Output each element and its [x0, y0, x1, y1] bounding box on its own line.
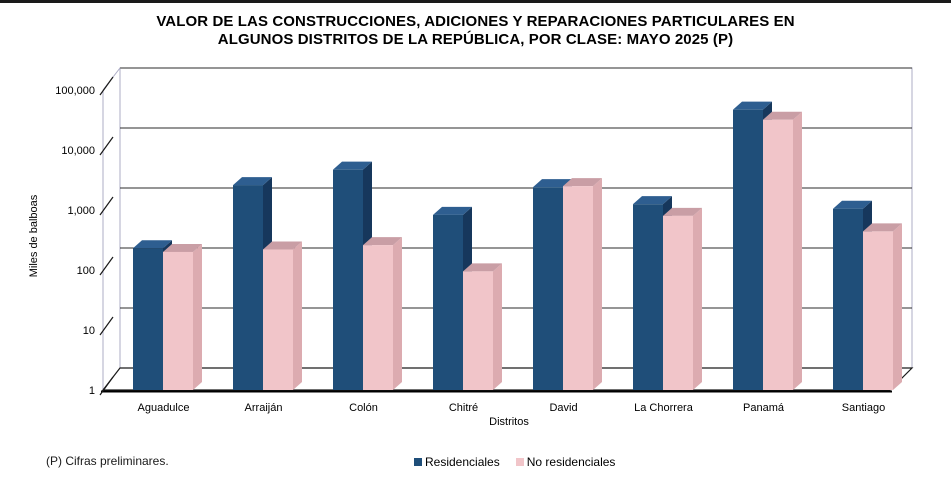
x-tick-label-santiago: Santiago — [842, 402, 885, 414]
plot-floor — [101, 367, 914, 391]
bar-no-residenciales-la-chorrera-side — [693, 207, 702, 390]
bar-no-residenciales-la-chorrera-cap — [663, 207, 702, 216]
bar-no-residenciales-aguadulce — [163, 251, 193, 390]
bar-no-residenciales-colon-side — [393, 237, 402, 390]
footnote: (P) Cifras preliminares. — [46, 454, 169, 468]
bar-no-residenciales-aguadulce-cap — [163, 243, 202, 252]
y-axis-tick — [99, 196, 114, 216]
bar-no-residenciales-la-chorrera — [663, 215, 693, 390]
bar-residenciales-santiago-cap — [833, 200, 872, 209]
bar-no-residenciales-santiago-cap — [863, 223, 902, 232]
bar-no-residenciales-santiago — [863, 231, 893, 390]
y-tick-label: 10,000 — [61, 145, 95, 157]
x-tick-label-aguadulce: Aguadulce — [138, 402, 190, 414]
legend-label-no-residenciales: No residenciales — [526, 455, 616, 469]
bar-no-residenciales-chitre-side — [493, 263, 502, 390]
chart-title-line2: ALGUNOS DISTRITOS DE LA REPÚBLICA, POR C… — [217, 31, 734, 48]
y-tick-label: 1,000 — [67, 205, 95, 217]
bar-no-residenciales-arraijan-side — [293, 241, 302, 390]
bar-no-residenciales-aguadulce-side — [193, 243, 202, 390]
y-tick-label: 1 — [89, 385, 95, 397]
bar-residenciales-colon — [333, 169, 363, 390]
y-axis-tick — [99, 376, 114, 396]
top-border-rule — [0, 0, 951, 3]
bar-residenciales-la-chorrera-cap — [633, 196, 672, 205]
bar-residenciales-david-cap — [533, 179, 572, 188]
bar-no-residenciales-colon-cap — [363, 237, 402, 246]
legend-label-residenciales: Residenciales — [425, 455, 500, 469]
legend-swatch-residenciales-icon — [414, 458, 422, 466]
bar-residenciales-panama — [733, 109, 763, 390]
bar-residenciales-arraijan — [233, 185, 263, 390]
bar-residenciales-panama-cap — [733, 101, 772, 110]
bar-no-residenciales-chitre — [463, 271, 493, 390]
chart-title-line1: VALOR DE LAS CONSTRUCCIONES, ADICIONES Y… — [156, 13, 795, 30]
bar-no-residenciales-santiago-side — [893, 223, 902, 390]
bar-no-residenciales-david-cap — [563, 178, 602, 187]
bar-residenciales-colon-cap — [333, 161, 372, 170]
bar-residenciales-aguadulce-cap — [133, 240, 172, 249]
y-axis-tick — [99, 316, 114, 336]
chart-title: VALOR DE LAS CONSTRUCCIONES, ADICIONES Y… — [0, 13, 951, 49]
x-tick-label-arraijan: Arraiján — [245, 402, 283, 414]
bar-residenciales-david — [533, 187, 563, 390]
y-tick-label: 10 — [83, 325, 95, 337]
bar-no-residenciales-panama-cap — [763, 111, 802, 120]
y-tick-label: 100 — [77, 265, 95, 277]
bar-no-residenciales-panama-side — [793, 111, 802, 390]
bar-residenciales-la-chorrera — [633, 204, 663, 390]
bar-residenciales-arraijan-cap — [233, 177, 272, 186]
bar-no-residenciales-chitre-cap — [463, 263, 502, 272]
bar-no-residenciales-david-side — [593, 178, 602, 390]
y-tick-label: 100,000 — [55, 85, 95, 97]
legend: Residenciales No residenciales — [414, 455, 615, 469]
bar-no-residenciales-arraijan-cap — [263, 241, 302, 250]
bar-residenciales-aguadulce — [133, 248, 163, 390]
bar-residenciales-santiago — [833, 208, 863, 390]
x-axis-title: Distritos — [489, 416, 529, 428]
bar-residenciales-chitre — [433, 214, 463, 390]
y-axis-tick — [99, 76, 114, 96]
x-tick-label-colon: Colón — [349, 402, 378, 414]
x-tick-label-david: David — [549, 402, 577, 414]
bar-no-residenciales-colon — [363, 245, 393, 390]
bar-residenciales-chitre-cap — [433, 206, 472, 215]
x-tick-label-chitre: Chitré — [449, 402, 478, 414]
y-axis-tick — [99, 256, 114, 276]
bar-no-residenciales-arraijan — [263, 249, 293, 390]
y-axis-tick — [99, 136, 114, 156]
x-tick-label-la-chorrera: La Chorrera — [634, 402, 694, 414]
bar-no-residenciales-david — [563, 186, 593, 390]
bar-no-residenciales-panama — [763, 119, 793, 390]
legend-swatch-no-residenciales-icon — [515, 458, 524, 466]
x-tick-label-panama: Panamá — [743, 402, 785, 414]
